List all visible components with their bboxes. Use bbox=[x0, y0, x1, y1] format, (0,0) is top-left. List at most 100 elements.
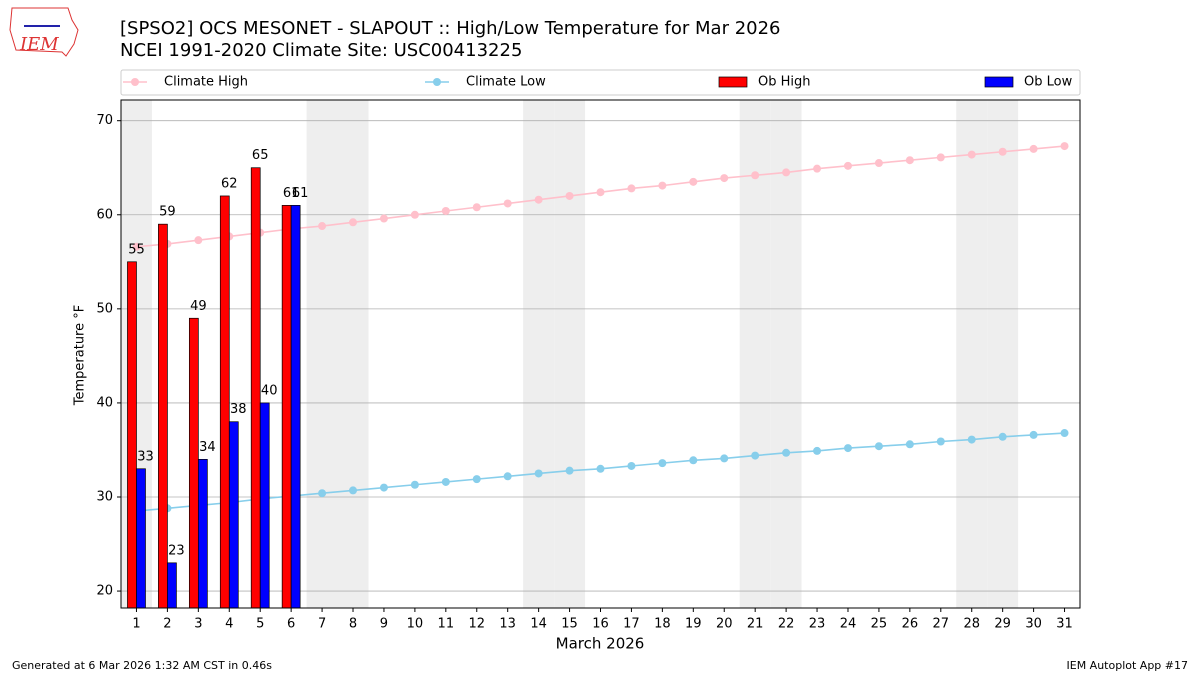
bar bbox=[250, 167, 261, 609]
line-point bbox=[905, 440, 914, 449]
plot-frame bbox=[120, 99, 1081, 609]
x-tick-label: 31 bbox=[1056, 617, 1073, 632]
weekend-shade bbox=[523, 100, 555, 608]
x-tick-label: 3 bbox=[194, 617, 202, 632]
line-point bbox=[349, 486, 358, 495]
line-point bbox=[1029, 430, 1038, 439]
x-tick-label: 15 bbox=[561, 617, 578, 632]
x-tick-label: 19 bbox=[685, 617, 702, 632]
line-point bbox=[658, 181, 667, 190]
line-point bbox=[967, 435, 976, 444]
bar-value-label: 23 bbox=[168, 543, 185, 558]
x-tick-label: 26 bbox=[902, 617, 919, 632]
weekend-shade bbox=[770, 100, 802, 608]
logo: IEM bbox=[9, 7, 79, 57]
line-point bbox=[936, 153, 945, 162]
footer-left: Generated at 6 Mar 2026 1:32 AM CST in 0… bbox=[12, 659, 272, 672]
x-tick-label: 16 bbox=[592, 617, 609, 632]
bar-value-label: 33 bbox=[137, 449, 154, 464]
x-tick-label: 23 bbox=[809, 617, 826, 632]
bar bbox=[188, 317, 199, 609]
line-point bbox=[1060, 142, 1069, 151]
line bbox=[136, 145, 1065, 248]
line-point bbox=[782, 448, 791, 457]
x-tick-label: 24 bbox=[840, 617, 857, 632]
line-point bbox=[503, 472, 512, 481]
legend-swatch bbox=[131, 78, 139, 86]
x-tick-label: 18 bbox=[654, 617, 671, 632]
weekend-shade bbox=[306, 100, 338, 608]
bar-value-label: 38 bbox=[230, 402, 247, 417]
line-point bbox=[565, 191, 574, 200]
bar bbox=[197, 459, 208, 609]
bar bbox=[281, 205, 292, 609]
bar bbox=[167, 562, 177, 609]
line-point bbox=[132, 242, 141, 251]
bar-value-label: 65 bbox=[252, 148, 269, 163]
y-tick-label: 60 bbox=[96, 207, 113, 222]
x-tick-label: 17 bbox=[623, 617, 640, 632]
line-point bbox=[813, 446, 822, 455]
line-point bbox=[534, 195, 543, 204]
line-point bbox=[720, 174, 729, 183]
weekend-shade bbox=[337, 100, 369, 608]
legend-swatch bbox=[433, 78, 441, 86]
line-point bbox=[1060, 429, 1069, 438]
y-tick-label: 30 bbox=[96, 489, 113, 504]
logo-outline bbox=[9, 7, 79, 57]
bar bbox=[136, 468, 146, 609]
logo-text: IEM bbox=[19, 34, 59, 55]
line-point bbox=[441, 207, 450, 216]
y-tick-label: 70 bbox=[96, 113, 113, 128]
bar-value-label: 62 bbox=[221, 176, 238, 191]
line-point bbox=[843, 444, 852, 453]
legend-label: Ob High bbox=[758, 75, 811, 90]
line-point bbox=[813, 164, 822, 173]
line-point bbox=[967, 150, 976, 159]
y-tick-label: 20 bbox=[96, 584, 113, 599]
bar-value-label: 55 bbox=[128, 242, 145, 257]
x-tick-label: 30 bbox=[1025, 617, 1042, 632]
bar bbox=[219, 195, 230, 609]
x-tick-label: 29 bbox=[994, 617, 1011, 632]
legend-label: Ob Low bbox=[1024, 75, 1073, 90]
line-point bbox=[441, 477, 450, 486]
chart-subtitle: NCEI 1991-2020 Climate Site: USC00413225 bbox=[120, 40, 522, 61]
line-point bbox=[379, 483, 388, 492]
line-point bbox=[843, 161, 852, 170]
x-tick-label: 25 bbox=[871, 617, 888, 632]
weekend-shade bbox=[554, 100, 586, 608]
bar-value-label: 61 bbox=[292, 186, 309, 201]
bar-value-label: 34 bbox=[199, 440, 216, 455]
legend-label: Climate Low bbox=[466, 75, 546, 90]
line-point bbox=[596, 188, 605, 197]
legend-swatch bbox=[984, 76, 1014, 88]
legend-label: Climate High bbox=[164, 75, 248, 90]
x-tick-label: 8 bbox=[349, 617, 357, 632]
line-point bbox=[318, 489, 327, 498]
line-point bbox=[874, 159, 883, 168]
bar-value-label: 40 bbox=[261, 383, 278, 398]
weekend-shade bbox=[739, 100, 771, 608]
y-axis-label: Temperature °F bbox=[73, 305, 88, 406]
bar-value-label: 49 bbox=[190, 299, 207, 314]
line-point bbox=[472, 203, 481, 212]
x-tick-label: 20 bbox=[716, 617, 733, 632]
line-point bbox=[998, 147, 1007, 156]
x-tick-label: 4 bbox=[225, 617, 233, 632]
x-tick-label: 7 bbox=[318, 617, 326, 632]
y-tick-label: 40 bbox=[96, 395, 113, 410]
x-tick-label: 9 bbox=[380, 617, 388, 632]
line-point bbox=[689, 456, 698, 465]
x-tick-label: 2 bbox=[163, 617, 171, 632]
line-point bbox=[689, 177, 698, 186]
line-point bbox=[565, 466, 574, 475]
x-tick-label: 22 bbox=[778, 617, 795, 632]
legend-swatch bbox=[718, 76, 748, 88]
line-point bbox=[998, 432, 1007, 441]
x-tick-label: 27 bbox=[933, 617, 950, 632]
line-point bbox=[658, 459, 667, 468]
plot-area: 55 59 49 62 65 61 33 23 34 38 40 61 bbox=[121, 100, 1080, 609]
line-point bbox=[410, 480, 419, 489]
